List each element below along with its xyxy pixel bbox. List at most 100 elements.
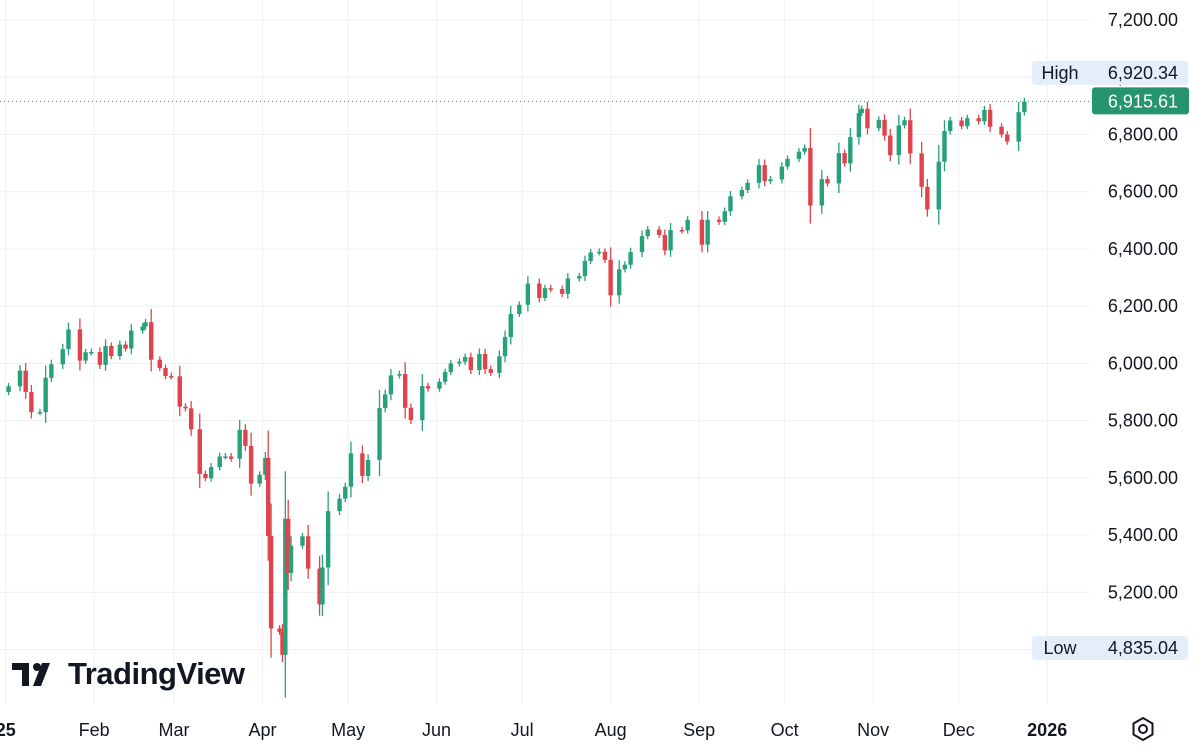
candle — [819, 169, 824, 214]
candle — [468, 352, 474, 375]
candle — [109, 342, 114, 360]
candle — [360, 445, 365, 484]
x-tick-label: Dec — [943, 720, 975, 740]
candle — [103, 339, 108, 371]
candle — [397, 370, 402, 379]
candle — [616, 260, 622, 304]
candle — [402, 362, 408, 419]
candle — [602, 248, 608, 263]
candle — [23, 363, 28, 399]
candle — [639, 230, 645, 258]
x-tick-label: Mar — [159, 720, 190, 740]
candle — [802, 144, 807, 155]
candle — [756, 158, 762, 189]
candles — [6, 97, 1027, 698]
tradingview-brand[interactable]: TradingView — [12, 656, 245, 692]
y-tick-label: 5,400.00 — [1108, 525, 1178, 545]
x-tick-label: 2026 — [1027, 720, 1067, 740]
last-price-tag — [1092, 87, 1189, 115]
candle — [285, 499, 291, 590]
x-tick-label: Aug — [595, 720, 627, 740]
candle — [565, 273, 571, 299]
candle — [502, 330, 508, 363]
candle — [1016, 101, 1021, 151]
candle — [442, 368, 448, 385]
candle — [942, 120, 947, 172]
x-tick-label: Jun — [422, 720, 451, 740]
candle — [728, 191, 733, 216]
candle — [999, 123, 1004, 138]
candle — [243, 424, 248, 451]
x-tick-label: Apr — [249, 720, 277, 740]
candle — [140, 323, 145, 334]
candle — [919, 141, 924, 198]
y-tick-label: 6,000.00 — [1108, 353, 1178, 373]
candle — [248, 432, 254, 496]
candle — [808, 127, 813, 224]
candle — [425, 382, 431, 392]
candle — [896, 114, 902, 165]
candle — [217, 452, 222, 471]
candle — [488, 365, 493, 376]
candle — [848, 127, 853, 172]
candle — [662, 229, 668, 256]
candle — [825, 175, 830, 187]
candle — [183, 403, 188, 412]
candle — [29, 385, 34, 419]
candle — [320, 554, 325, 617]
candle — [705, 211, 710, 253]
candle — [722, 207, 727, 226]
candle — [377, 389, 382, 477]
candle — [305, 524, 311, 579]
x-tick-label: Jul — [511, 720, 534, 740]
candle — [257, 471, 262, 487]
candle — [779, 162, 785, 184]
candle — [925, 178, 930, 217]
y-tick-label: 6,800.00 — [1108, 125, 1178, 145]
candle — [188, 401, 194, 436]
high-value: 6,920.34 — [1108, 63, 1178, 83]
candle — [588, 248, 593, 265]
x-tick-label: Oct — [771, 720, 799, 740]
candle — [268, 503, 274, 658]
candle — [987, 103, 993, 133]
low-value: 4,835.04 — [1108, 638, 1178, 658]
y-tick-label: 7,200.00 — [1108, 10, 1178, 30]
last-price-value: 6,915.61 — [1108, 91, 1178, 111]
y-tick-label: 6,400.00 — [1108, 239, 1178, 259]
candle — [89, 348, 94, 356]
candle — [143, 318, 148, 330]
candle — [97, 347, 103, 369]
candle — [699, 211, 705, 253]
x-tick-label: Nov — [857, 720, 889, 740]
candle — [482, 348, 488, 374]
candle — [237, 419, 242, 468]
candle — [317, 556, 322, 616]
candle — [842, 149, 847, 167]
high-label: High — [1041, 63, 1078, 83]
candle — [129, 324, 134, 355]
candle — [325, 491, 331, 586]
candle — [947, 116, 953, 135]
candle — [337, 494, 342, 516]
axes: 5,000.005,200.005,400.005,600.005,800.00… — [0, 10, 1189, 740]
gear-icon[interactable] — [1130, 716, 1156, 742]
candle — [43, 365, 48, 423]
candle — [49, 359, 54, 382]
candle — [477, 348, 482, 376]
candle — [457, 358, 462, 367]
candle — [462, 353, 468, 365]
candle — [177, 365, 182, 417]
candle — [365, 454, 371, 481]
candle — [169, 372, 174, 380]
candle — [537, 278, 542, 303]
candle — [123, 341, 128, 352]
candle — [656, 226, 662, 239]
candle — [208, 463, 214, 482]
candle — [836, 142, 842, 193]
candle — [865, 101, 870, 135]
candle — [283, 471, 288, 698]
candle — [902, 116, 907, 129]
